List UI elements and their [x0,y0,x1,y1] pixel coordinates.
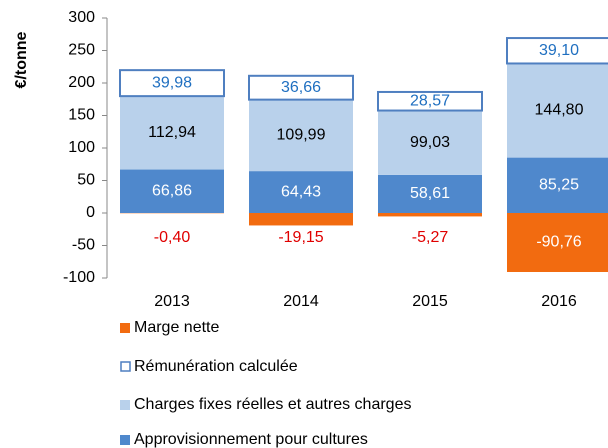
bar-segment [249,99,353,172]
value-label: 39,10 [539,42,579,59]
value-label: -90,76 [536,234,581,251]
legend-swatch [120,361,131,372]
value-label: 99,03 [410,134,450,151]
x-tick-label: 2015 [412,293,448,310]
y-tick-label: -50 [72,237,95,254]
value-label: 85,25 [539,177,579,194]
value-label: 112,94 [148,124,196,141]
bar-segment [120,96,224,170]
value-label: -0,40 [154,229,191,246]
bar-segment [249,213,353,226]
bar-segment [377,90,483,112]
y-axis-label: €/tonne [13,31,30,88]
value-label: 36,66 [281,79,321,96]
y-tick-label: 300 [68,9,95,26]
legend-label: Charges fixes réelles et autres charges [134,396,411,413]
y-tick-label: -100 [63,269,95,286]
value-label: 28,57 [410,92,450,109]
legend-swatch [120,323,130,333]
x-tick-label: 2013 [154,293,190,310]
value-label: 109,99 [277,127,326,144]
x-tick-label: 2016 [541,293,577,310]
bar-segment [120,169,224,213]
legend-label: Marge nette [134,319,219,336]
legend-swatch [120,435,130,445]
bar-segment [248,74,354,101]
legend-swatch [120,400,130,410]
y-tick-label: 250 [68,42,95,59]
value-label: 66,86 [152,182,192,199]
y-tick-label: 100 [68,139,95,156]
bar-segment [378,174,482,213]
y-tick-label: 0 [86,204,95,221]
bar-segment [507,213,608,272]
value-label: 39,98 [152,74,192,91]
legend-label: Rémunération calculée [134,358,298,375]
bar-segment [507,63,608,158]
value-label: 64,43 [281,183,321,200]
bar-segment [378,213,482,217]
value-label: -19,15 [278,229,323,246]
bar-segment [249,171,353,213]
legend-label: Approvisionnement pour cultures [134,431,368,448]
bar-segment [507,157,608,213]
bar-segment [506,37,608,65]
y-tick-label: 50 [77,172,95,189]
y-tick-label: 200 [68,74,95,91]
value-label: -5,27 [412,229,449,246]
x-tick-label: 2014 [283,293,319,310]
bar-segment [119,69,225,98]
y-tick-label: 150 [68,107,95,124]
bar-segment [378,110,482,175]
value-label: 144,80 [535,102,584,119]
value-label: 58,61 [410,185,450,202]
